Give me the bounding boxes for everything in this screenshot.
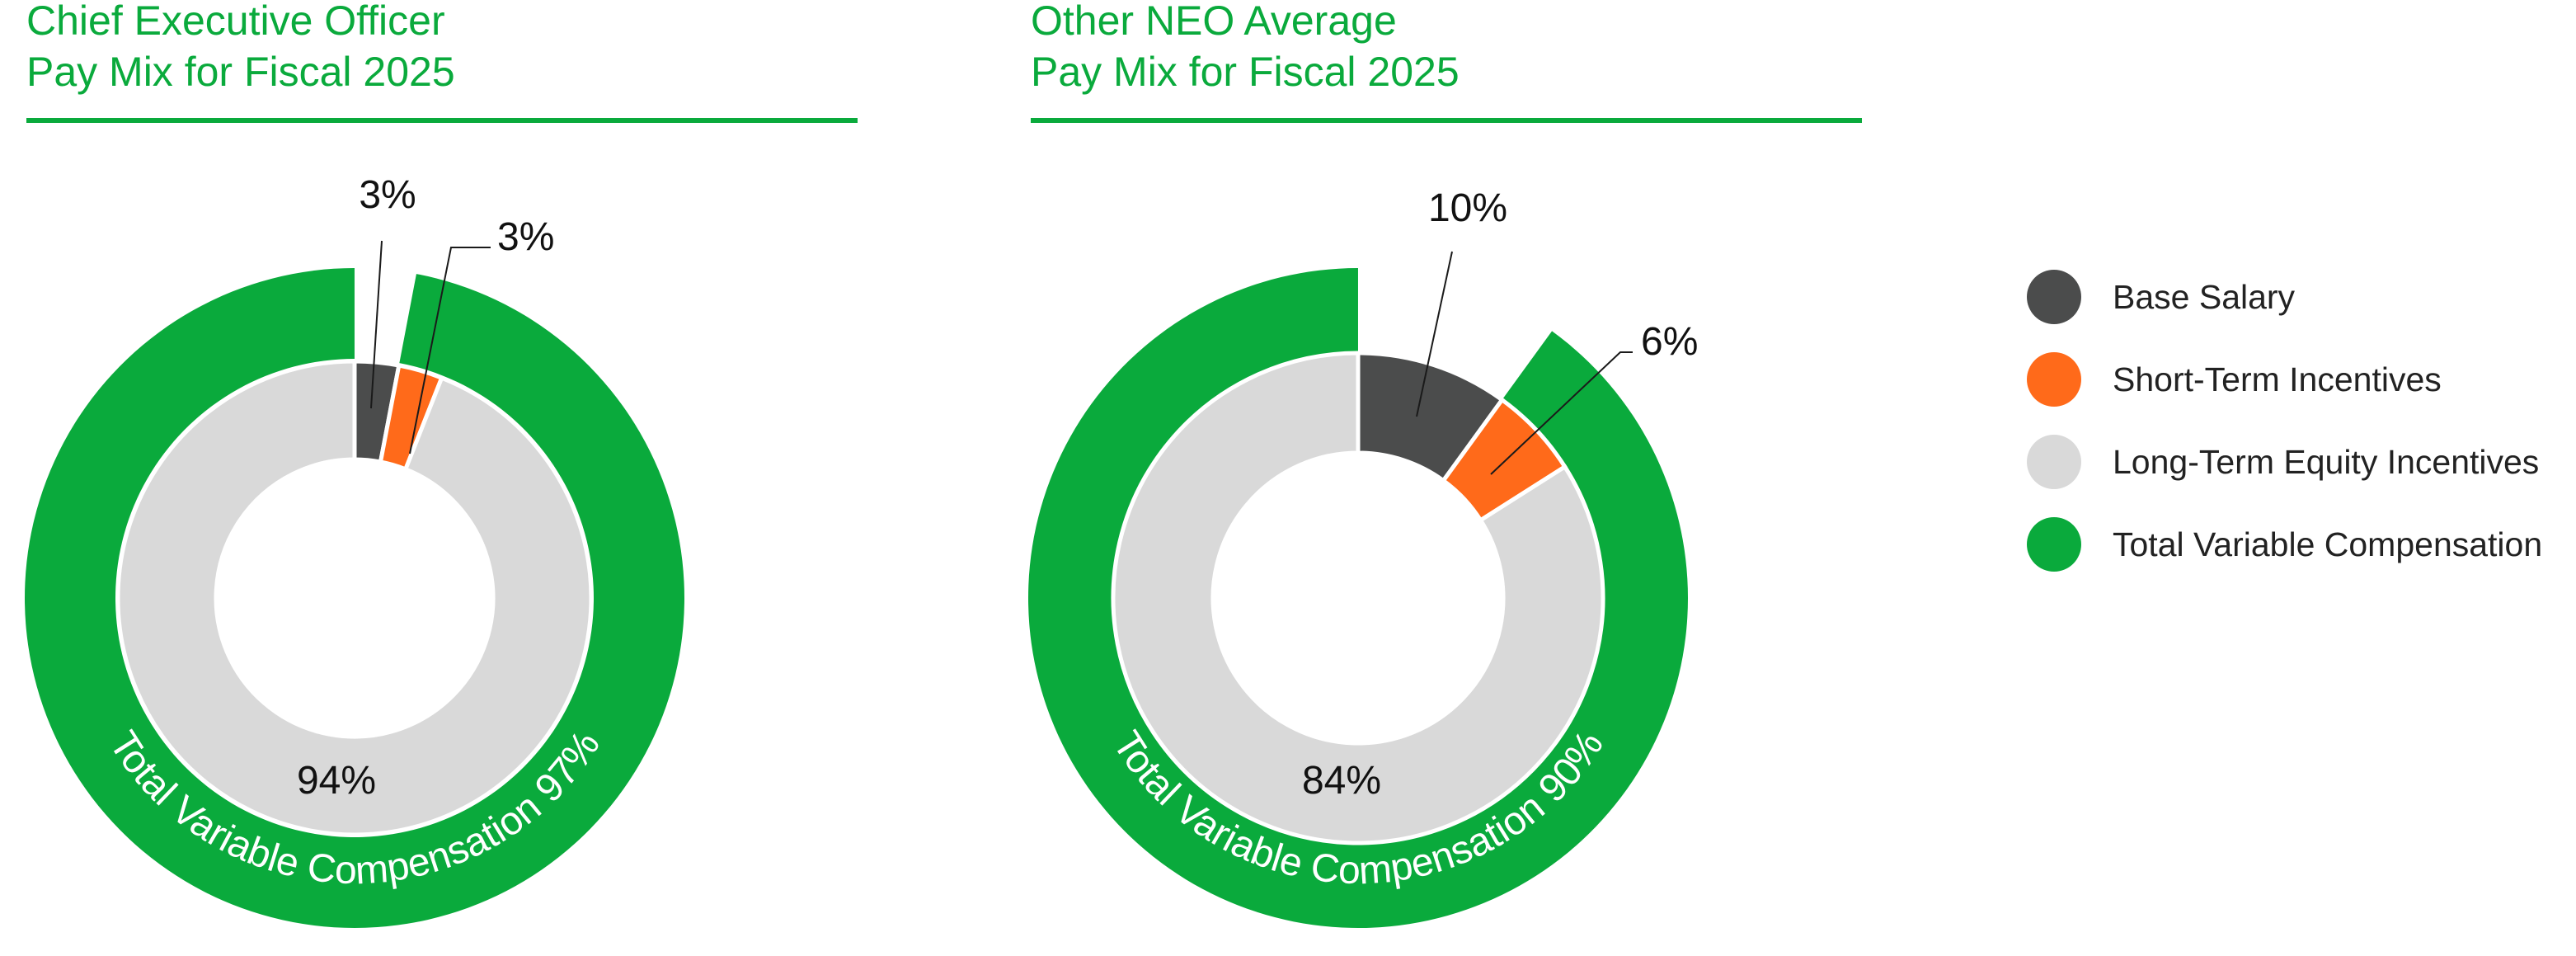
neo-title-line-2: Pay Mix for Fiscal 2025 bbox=[1031, 49, 1460, 95]
legend-label-total-variable-compensation: Total Variable Compensation bbox=[2113, 525, 2543, 563]
neo-data-label-base-salary: 10% bbox=[1428, 186, 1507, 230]
legend-item-long-term-equity-incentives: Long-Term Equity Incentives bbox=[2027, 433, 2542, 491]
neo-slice-long-term-equity-incentives bbox=[1111, 351, 1605, 845]
legend-swatch-short-term-incentives bbox=[2027, 352, 2081, 407]
neo-data-label-long-term-equity-incentives: 84% bbox=[1302, 759, 1381, 803]
legend-label-long-term-equity-incentives: Long-Term Equity Incentives bbox=[2113, 442, 2540, 481]
legend-swatch-base-salary bbox=[2027, 270, 2081, 324]
legend-label-base-salary: Base Salary bbox=[2113, 277, 2296, 316]
ceo-title-divider bbox=[26, 118, 858, 123]
neo-title-divider bbox=[1031, 118, 1862, 123]
ceo-data-label-base-salary: 3% bbox=[359, 173, 416, 217]
legend-swatch-long-term-equity-incentives bbox=[2027, 435, 2081, 489]
ceo-slice-long-term-equity-incentives bbox=[115, 359, 594, 837]
legend-swatch-total-variable-compensation bbox=[2027, 517, 2081, 572]
legend-item-short-term-incentives: Short-Term Incentives bbox=[2027, 351, 2542, 408]
ceo-title-line-1: Chief Executive Officer bbox=[26, 0, 445, 44]
neo-chart-title: Other NEO Average Pay Mix for Fiscal 202… bbox=[1031, 0, 1460, 97]
neo-leader-line-base-salary bbox=[1416, 251, 1453, 417]
legend-label-short-term-incentives: Short-Term Incentives bbox=[2113, 360, 2442, 398]
neo-leader-line-short-term-incentives bbox=[1490, 351, 1633, 475]
legend-item-total-variable-compensation: Total Variable Compensation bbox=[2027, 516, 2542, 573]
ceo-leader-line-base-salary bbox=[370, 240, 383, 409]
ceo-chart-title: Chief Executive Officer Pay Mix for Fisc… bbox=[26, 0, 455, 97]
neo-pay-mix-chart: 10%6%84%Total Variable Compensation 90% bbox=[1028, 186, 1698, 928]
ceo-title-line-2: Pay Mix for Fiscal 2025 bbox=[26, 49, 455, 95]
neo-title-line-1: Other NEO Average bbox=[1031, 0, 1397, 44]
legend: Base Salary Short-Term Incentives Long-T… bbox=[2027, 268, 2542, 598]
ceo-data-label-long-term-equity-incentives: 94% bbox=[297, 759, 376, 803]
legend-item-base-salary: Base Salary bbox=[2027, 268, 2542, 326]
neo-data-label-short-term-incentives: 6% bbox=[1641, 320, 1698, 364]
ceo-leader-line-short-term-incentives bbox=[409, 247, 491, 454]
ceo-data-label-short-term-incentives: 3% bbox=[497, 215, 554, 259]
ceo-pay-mix-chart: 3%3%94%Total Variable Compensation 97% bbox=[24, 173, 684, 929]
